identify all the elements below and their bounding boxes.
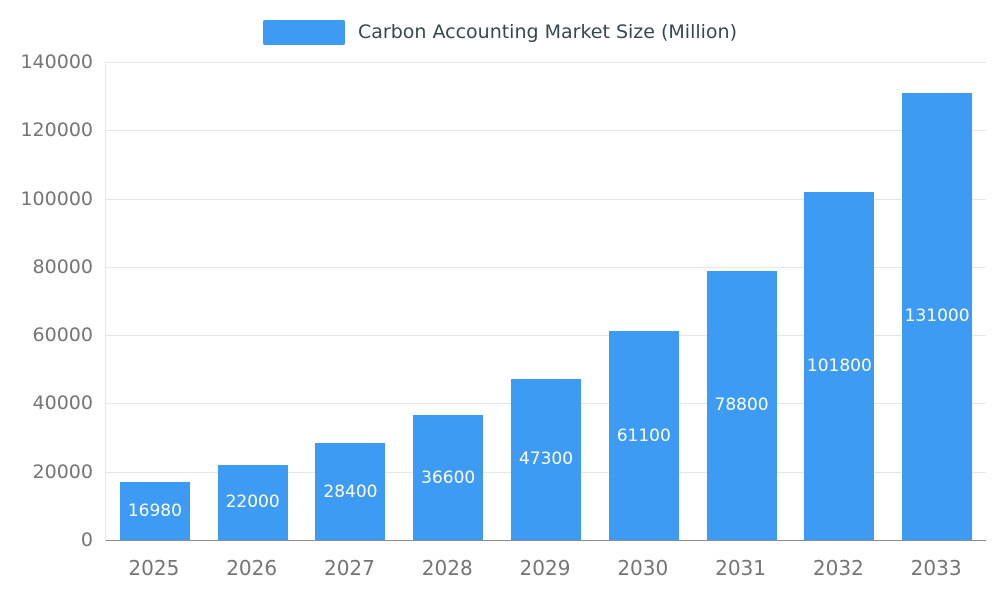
y-tick-label: 40000 — [32, 392, 93, 415]
legend[interactable]: Carbon Accounting Market Size (Million) — [0, 20, 1000, 45]
gridline — [106, 335, 986, 337]
bar: 22000 — [217, 464, 288, 540]
x-tick-label: 2032 — [812, 556, 864, 580]
bar-value-label: 47300 — [518, 449, 574, 470]
bar-value-label: 36600 — [421, 467, 476, 488]
bar-value-label: 16980 — [127, 501, 182, 522]
gridline — [106, 198, 986, 200]
bar-value-label: 22000 — [225, 492, 280, 513]
x-tick-label: 2026 — [226, 556, 278, 580]
chart-title: Carbon Accounting Market Size (Million) — [357, 21, 738, 43]
bar-value-label: 28400 — [323, 481, 378, 502]
bar-value-label: 101800 — [806, 356, 872, 377]
bar: 101800 — [804, 192, 875, 540]
gridline — [106, 62, 986, 63]
bar-value-label: 61100 — [616, 425, 671, 446]
x-tick-label: 2030 — [617, 556, 669, 580]
plot-area: 16980 22000 28400 36600 47300 61100 78800 10180… — [105, 62, 986, 541]
bar: 78800 — [706, 270, 777, 540]
x-tick-label: 2031 — [715, 556, 766, 580]
bar: 36600 — [413, 415, 484, 540]
y-tick-label: 20000 — [32, 460, 93, 483]
legend-swatch-icon — [262, 20, 345, 45]
x-tick-label: 2028 — [421, 556, 473, 580]
y-tick-label: 140000 — [20, 51, 93, 73]
y-tick-label: 0 — [80, 529, 93, 551]
bar: 28400 — [315, 443, 386, 540]
gridline — [106, 130, 986, 132]
x-tick-label: 2029 — [519, 556, 571, 580]
x-tick-label: 2033 — [910, 556, 962, 580]
gridline — [106, 266, 986, 268]
bar: 131000 — [902, 92, 973, 540]
x-tick-label: 2027 — [323, 556, 375, 580]
bar-value-label: 131000 — [904, 306, 970, 327]
y-tick-label: 80000 — [32, 255, 93, 278]
x-tick-label: 2025 — [128, 556, 180, 580]
y-tick-label: 60000 — [32, 324, 93, 347]
bar: 61100 — [608, 331, 679, 540]
y-tick-label: 120000 — [20, 119, 93, 142]
bar: 47300 — [511, 378, 581, 540]
bar-value-label: 78800 — [714, 395, 769, 416]
y-tick-label: 100000 — [20, 187, 93, 210]
bar: 16980 — [119, 482, 190, 540]
